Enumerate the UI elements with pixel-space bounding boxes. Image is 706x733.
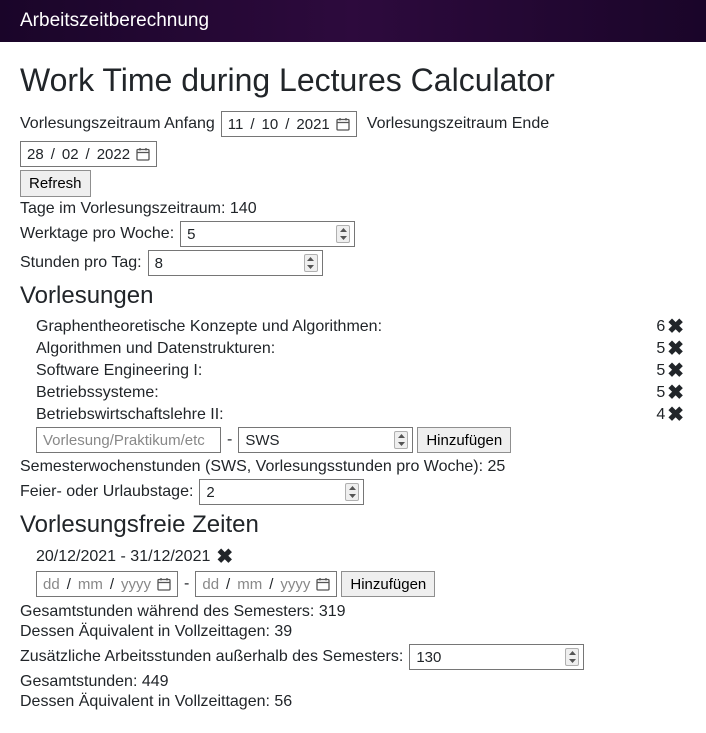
spinner-icon[interactable] (345, 483, 359, 501)
equiv-days-total: Dessen Äquivalent in Vollzeittagen: 56 (20, 693, 686, 711)
period-end-year: 2022 (97, 146, 130, 163)
lecture-name: Software Engineering I: (36, 362, 202, 380)
lecture-add-row: Vorlesung/Praktikum/etc-SWSHinzufügen (36, 426, 686, 454)
holidays-row: Feier- oder Urlaubstage: 2 (20, 479, 686, 505)
workdays-input[interactable]: 5 (180, 221, 355, 247)
navbar-brand[interactable]: Arbeitszeitberechnung (20, 10, 209, 31)
extra-hours-label: Zusätzliche Arbeitsstunden außerhalb des… (20, 648, 403, 666)
list-item: Betriebswirtschaftslehre II: 4✖ (36, 404, 686, 426)
freetimes-list: 20/12/2021 - 31/12/2021✖dd/mm/yyyy-dd/mm… (20, 545, 686, 599)
delete-icon[interactable]: ✖ (665, 339, 686, 359)
period-end-day: 28 (27, 146, 44, 163)
freetime-start-input[interactable]: dd/mm/yyyy (36, 571, 178, 597)
freetime-end-input[interactable]: dd/mm/yyyy (195, 571, 337, 597)
days-in-period: Tage im Vorlesungszeitraum: 140 (20, 200, 686, 218)
total-semester-hours: Gesamtstunden während des Semesters: 319 (20, 603, 686, 621)
hours-per-day-row: Stunden pro Tag: 8 (20, 250, 686, 276)
holidays-input[interactable]: 2 (199, 479, 364, 505)
spinner-icon[interactable] (565, 648, 579, 666)
delete-icon[interactable]: ✖ (665, 383, 686, 403)
lecture-sws-input[interactable]: SWS (238, 427, 413, 453)
main-content: Work Time during Lectures Calculator Vor… (0, 42, 706, 733)
freetimes-heading: Vorlesungsfreie Zeiten (20, 511, 686, 539)
total-hours: Gesamtstunden: 449 (20, 673, 686, 691)
extra-hours-row: Zusätzliche Arbeitsstunden außerhalb des… (20, 644, 686, 670)
list-item: Betriebssysteme: 5✖ (36, 382, 686, 404)
lecture-sws: 5 (656, 362, 665, 380)
workdays-label: Werktage pro Woche: (20, 225, 174, 243)
equiv-days-semester: Dessen Äquivalent in Vollzeittagen: 39 (20, 623, 686, 641)
period-row: Vorlesungszeitraum Anfang 11/10/2021 Vor… (20, 111, 686, 167)
delete-icon[interactable]: ✖ (665, 317, 686, 337)
hours-per-day-label: Stunden pro Tag: (20, 254, 142, 272)
period-end-input[interactable]: 28/02/2022 (20, 141, 157, 167)
calendar-icon (157, 577, 171, 591)
delete-icon[interactable]: ✖ (214, 547, 235, 567)
lecture-name: Betriebswirtschaftslehre II: (36, 406, 224, 424)
lecture-sws: 5 (656, 340, 665, 358)
extra-hours-input[interactable]: 130 (409, 644, 584, 670)
lecture-name: Betriebssysteme: (36, 384, 159, 402)
period-start-input[interactable]: 11/10/2021 (221, 111, 357, 137)
add-lecture-button[interactable]: Hinzufügen (417, 427, 511, 453)
workdays-row: Werktage pro Woche: 5 (20, 221, 686, 247)
lecture-name: Algorithmen und Datenstrukturen: (36, 340, 275, 358)
refresh-button[interactable]: Refresh (20, 170, 91, 197)
period-start-year: 2021 (296, 116, 329, 133)
freetime-add-row: dd/mm/yyyy-dd/mm/yyyyHinzufügen (36, 569, 686, 599)
calendar-icon (136, 147, 150, 161)
period-end-label: Vorlesungszeitraum Ende (367, 115, 549, 133)
page-title: Work Time during Lectures Calculator (20, 62, 686, 99)
lecture-sws: 5 (656, 384, 665, 402)
period-start-month: 10 (262, 116, 279, 133)
list-item: Algorithmen und Datenstrukturen: 5✖ (36, 338, 686, 360)
navbar: Arbeitszeitberechnung (0, 0, 706, 42)
list-item: 20/12/2021 - 31/12/2021✖ (36, 545, 686, 569)
list-item: Graphentheoretische Konzepte und Algorit… (36, 316, 686, 338)
delete-icon[interactable]: ✖ (665, 361, 686, 381)
lectures-list: Graphentheoretische Konzepte und Algorit… (20, 316, 686, 454)
lectures-heading: Vorlesungen (20, 282, 686, 310)
list-item: Software Engineering I: 5✖ (36, 360, 686, 382)
add-freetime-button[interactable]: Hinzufügen (341, 571, 435, 597)
spinner-icon[interactable] (394, 431, 408, 449)
calendar-icon (336, 117, 350, 131)
lecture-name: Graphentheoretische Konzepte und Algorit… (36, 318, 382, 336)
freetime-range: 20/12/2021 - 31/12/2021 (36, 548, 210, 566)
period-start-label: Vorlesungszeitraum Anfang (20, 115, 215, 133)
period-start-day: 11 (228, 116, 244, 133)
period-end-month: 02 (62, 146, 79, 163)
lecture-name-input[interactable]: Vorlesung/Praktikum/etc (36, 427, 221, 453)
spinner-icon[interactable] (336, 225, 350, 243)
spinner-icon[interactable] (304, 254, 318, 272)
sws-total: Semesterwochenstunden (SWS, Vorlesungsst… (20, 458, 686, 476)
lecture-sws: 4 (656, 406, 665, 424)
hours-per-day-input[interactable]: 8 (148, 250, 323, 276)
holidays-label: Feier- oder Urlaubstage: (20, 483, 193, 501)
calendar-icon (316, 577, 330, 591)
lecture-sws: 6 (656, 318, 665, 336)
delete-icon[interactable]: ✖ (665, 405, 686, 425)
